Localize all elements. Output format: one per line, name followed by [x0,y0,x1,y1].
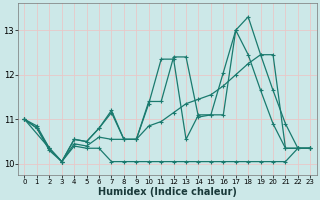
X-axis label: Humidex (Indice chaleur): Humidex (Indice chaleur) [98,187,237,197]
